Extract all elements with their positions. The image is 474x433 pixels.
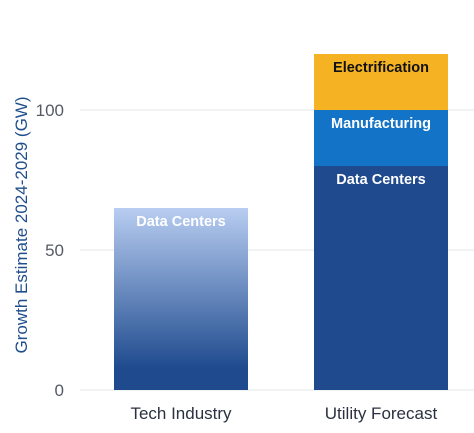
- y-tick-label: 0: [55, 381, 64, 400]
- segment-label: Electrification: [333, 60, 429, 76]
- y-tick-label: 50: [45, 241, 64, 260]
- bar-segment-utility-forecast-data-centers: [314, 166, 448, 390]
- segment-label: Data Centers: [336, 172, 425, 188]
- axes: 0 50 100 Growth Estimate 2024-2029 (GW) Tech…: [12, 97, 437, 423]
- y-tick-label: 100: [36, 101, 64, 120]
- y-axis-title: Growth Estimate 2024-2029 (GW): [12, 97, 31, 354]
- bar-segment-utility-forecast-manufacturing: [314, 110, 448, 166]
- x-category-label: Utility Forecast: [325, 404, 438, 423]
- segment-label: Data Centers: [136, 214, 225, 230]
- bars: [114, 54, 448, 390]
- segment-labels: Data Centers Data Centers Manufacturing Ele…: [136, 60, 431, 230]
- segment-label: Manufacturing: [331, 116, 431, 132]
- bar-segment-utility-forecast-electrification: [314, 54, 448, 110]
- x-category-label: Tech Industry: [130, 404, 232, 423]
- bar-segment-tech-industry-data-centers: [114, 208, 248, 390]
